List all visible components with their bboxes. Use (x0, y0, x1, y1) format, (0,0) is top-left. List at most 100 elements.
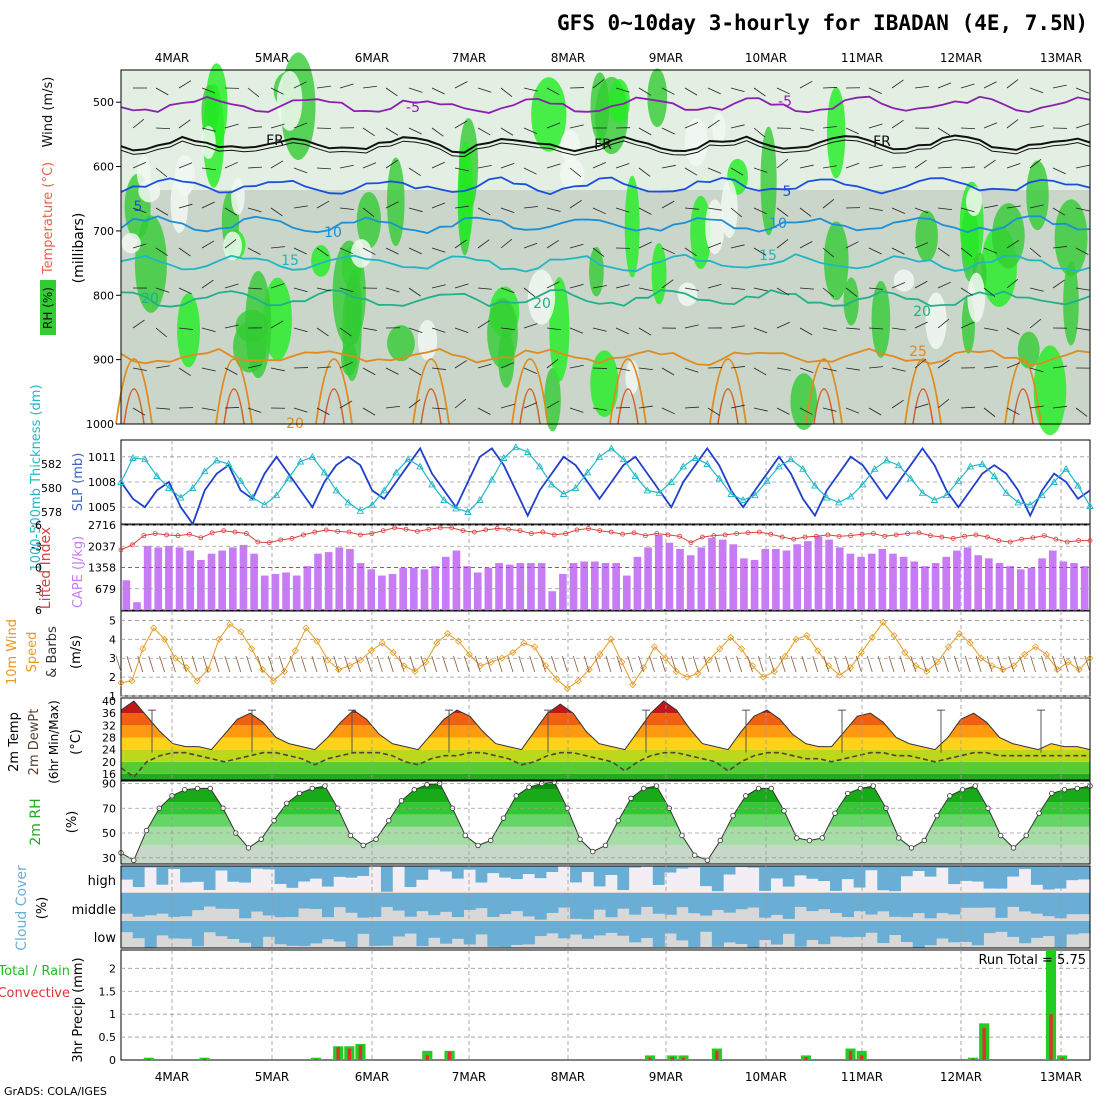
cloud-cell (121, 866, 134, 880)
surface-wind-barb (757, 655, 764, 673)
cloud-cell (534, 921, 547, 937)
thickness-point (739, 496, 747, 503)
wind-barb (868, 123, 883, 129)
wind-barb (684, 247, 697, 257)
wind-barb (638, 127, 652, 136)
lifted-index-point (962, 533, 967, 539)
cape-bar (857, 556, 865, 610)
rh-point (1010, 845, 1017, 851)
rh-point (475, 842, 481, 849)
cloud-cell (534, 866, 547, 879)
cape-bar (995, 563, 1004, 610)
rh-dry-region (720, 179, 738, 238)
date-label: 5MAR (255, 1070, 290, 1084)
wind-speed-point (487, 658, 495, 666)
wind-barb (983, 247, 998, 254)
rh-point (398, 798, 405, 804)
thickness-point (356, 506, 365, 514)
lifted-index-point (608, 529, 614, 535)
thickness-point (930, 496, 939, 503)
cloud-clear-cell (144, 867, 157, 892)
y-tick-label: 36 (102, 707, 116, 720)
wind-barb (914, 207, 929, 214)
wind-speed-point (422, 658, 430, 666)
wind-barb (638, 367, 653, 371)
wind-barb (776, 158, 789, 169)
cape-bar (931, 563, 940, 610)
cloud-cell (806, 893, 819, 912)
y-tick-label: 1000 (86, 418, 114, 431)
cloud-clear-cell (440, 871, 453, 892)
wind-barb (868, 164, 883, 169)
y-tick-label: 2 (109, 671, 116, 684)
wind-speed-point (934, 658, 942, 666)
cloud-clear-cell (570, 882, 583, 892)
cloud-cell (877, 921, 890, 944)
rh-point (781, 808, 787, 814)
wind-speed-point (781, 652, 789, 660)
side-label-wind: Wind (m/s) (41, 77, 56, 148)
wind-barb (178, 327, 193, 330)
wind-barb (293, 167, 308, 174)
precip-total-bar (678, 1055, 689, 1060)
cloud-cell (1042, 921, 1055, 937)
cape-bar (527, 563, 535, 610)
thickness-point (655, 488, 664, 496)
cloud-cell (700, 893, 713, 916)
cloud-clear-cell (522, 874, 535, 892)
wind-barb (339, 287, 354, 293)
rh-moist-region (356, 192, 381, 249)
wind-barb (408, 127, 422, 135)
lifted-index-point (814, 533, 819, 539)
thickness-point (500, 454, 508, 461)
legend-convective: Convective (0, 986, 70, 1001)
wind-barb (477, 320, 491, 329)
cloud-clear-cell (605, 874, 618, 892)
y-tick-label: 2 (109, 962, 116, 975)
cape-bar (207, 553, 216, 610)
lifted-index-point (289, 536, 295, 541)
cloud-cell (298, 866, 311, 882)
rh-point (462, 832, 468, 839)
cape-bar (1038, 558, 1046, 610)
surface-wind-barb (703, 655, 710, 673)
lifted-index-point (232, 529, 238, 535)
cape-bar (1059, 561, 1068, 610)
cloud-cell (593, 866, 606, 887)
series-2m-temp (120, 700, 1091, 751)
wind-barb (454, 239, 467, 249)
wind-speed-point (465, 650, 473, 659)
wind-barb (500, 287, 515, 293)
rh-swatch (40, 280, 56, 335)
thickness-point (523, 448, 532, 455)
wind-barb (546, 163, 561, 169)
y-tick-label: 40 (102, 695, 116, 708)
isotherm-warm-lobe (717, 388, 739, 425)
cloud-cell (416, 866, 429, 880)
wind-barb (569, 167, 582, 178)
surface-wind-barb (790, 655, 797, 673)
cloud-cell (558, 893, 571, 908)
precip-convective-bar (447, 1051, 452, 1060)
cloud-clear-cell (546, 871, 559, 892)
cloud-clear-cell (499, 877, 512, 892)
date-label: 6MAR (355, 1070, 390, 1084)
cloud-cell (286, 866, 299, 888)
wind-barb (523, 206, 538, 209)
surface-wind-barb (366, 655, 372, 673)
cloud-cell (132, 866, 145, 888)
cloud-clear-cell (404, 887, 417, 892)
lifted-index-point (494, 526, 500, 531)
cloud-cell (191, 921, 205, 947)
wind-barb (937, 166, 952, 169)
side-label-temperature: Temperature (°C) (41, 162, 56, 275)
wind-speed-point (433, 639, 441, 647)
wind-barb (224, 207, 238, 216)
cloud-cell (806, 921, 819, 941)
y-tick-label: 90 (102, 777, 116, 790)
cloud-cell (723, 893, 736, 913)
surface-wind-barb (779, 655, 786, 673)
thickness-point (1038, 491, 1046, 499)
date-label: 8MAR (551, 51, 586, 65)
thickness-point (547, 480, 556, 488)
